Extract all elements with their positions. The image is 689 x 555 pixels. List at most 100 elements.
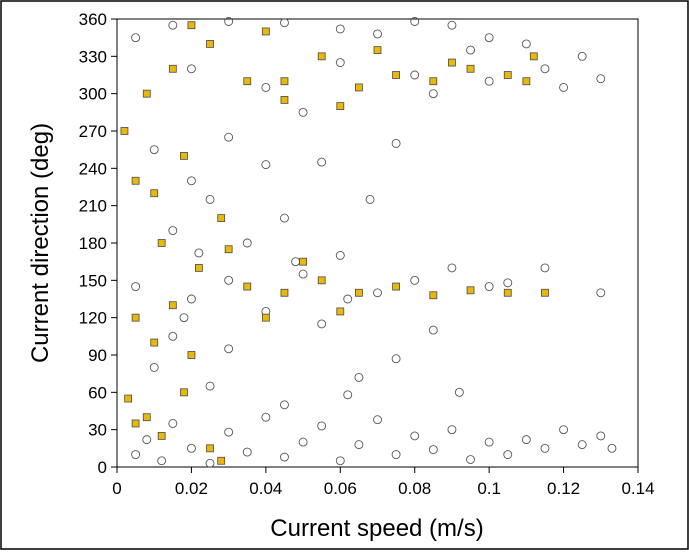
data-point-circle: [168, 226, 178, 236]
y-tick-label: 0: [98, 458, 107, 477]
data-point-circle: [280, 18, 289, 28]
data-point-circle: [335, 58, 345, 68]
data-point-circle: [540, 64, 550, 74]
y-tick-label: 270: [79, 122, 107, 141]
y-tick-label: 300: [79, 85, 107, 104]
data-point-circle: [354, 440, 364, 450]
data-point-circle: [168, 331, 178, 341]
data-point-circle: [447, 20, 457, 30]
data-point-circle: [391, 450, 401, 460]
data-point-circle: [280, 213, 289, 223]
data-point-circle: [298, 107, 308, 117]
data-point-circle: [428, 89, 438, 99]
data-point-circle: [168, 20, 178, 30]
data-point-square: [142, 89, 151, 98]
data-point-circle: [447, 263, 457, 273]
data-point-circle: [224, 344, 234, 354]
data-point-circle: [242, 238, 252, 248]
data-point-square: [131, 176, 140, 185]
data-point-circle: [205, 194, 215, 204]
y-tick-label: 330: [79, 47, 107, 66]
x-tick-label: 0.14: [621, 479, 654, 498]
y-axis: 0 30 60 90 120 150 180 210 240 270 300 330 360: [79, 10, 117, 477]
data-point-circle: [410, 275, 420, 285]
x-axis: 0 0.02 0.04 0.06 0.08 0.1 0.12 0.14: [112, 467, 655, 498]
data-point-circle: [131, 282, 141, 292]
data-point-circle: [149, 362, 159, 372]
data-point-square: [466, 286, 475, 295]
data-point-circle: [186, 443, 196, 453]
data-point-circle: [298, 437, 308, 447]
data-point-circle: [317, 421, 327, 431]
data-point-square: [354, 288, 363, 297]
data-point-circle: [242, 447, 252, 457]
data-point-circle: [596, 288, 606, 298]
data-point-square: [354, 83, 363, 92]
data-point-circle: [484, 437, 494, 447]
y-tick-label: 210: [79, 197, 107, 216]
data-point-circle: [261, 412, 271, 422]
data-point-circle: [131, 33, 141, 43]
x-axis-title: Current speed (m/s): [270, 515, 483, 542]
data-point-square: [187, 21, 196, 30]
data-point-square: [336, 307, 345, 316]
data-point-circle: [428, 325, 438, 335]
data-point-circle: [447, 425, 457, 435]
data-point-square: [150, 338, 159, 347]
data-point-square: [120, 127, 129, 135]
data-point-circle: [540, 263, 550, 273]
y-tick-label: 240: [79, 159, 107, 178]
data-point-circle: [179, 313, 189, 323]
data-point-circle: [343, 390, 353, 400]
data-point-square: [392, 282, 401, 291]
data-point-square: [194, 263, 203, 272]
data-point-square: [157, 431, 166, 440]
data-point-circle: [142, 435, 152, 445]
x-tick-label: 0: [112, 479, 121, 498]
data-point-square: [206, 444, 214, 453]
data-point-square: [206, 39, 214, 48]
data-point-circle: [280, 400, 289, 410]
data-point-circle: [224, 132, 234, 142]
data-point-circle: [577, 440, 587, 450]
data-point-square: [124, 394, 133, 403]
data-point-square: [187, 351, 196, 359]
x-tick-label: 0.08: [398, 479, 431, 498]
data-point-circle: [335, 250, 345, 260]
data-point-square: [317, 52, 326, 61]
data-point-square: [280, 77, 289, 86]
data-point-circle: [454, 387, 464, 397]
data-points: [120, 17, 617, 468]
y-axis-title: Current direction (deg): [27, 123, 54, 363]
data-point-circle: [391, 138, 401, 148]
y-tick-label: 150: [79, 271, 107, 290]
data-point-circle: [521, 435, 531, 445]
data-point-square: [503, 71, 512, 79]
data-point-circle: [466, 455, 475, 464]
x-tick-label: 0.02: [175, 479, 208, 498]
data-point-circle: [484, 76, 494, 86]
data-point-square: [168, 301, 177, 310]
data-point-circle: [280, 452, 289, 462]
data-point-circle: [261, 82, 271, 92]
data-point-circle: [317, 157, 327, 167]
data-point-circle: [186, 176, 196, 186]
data-point-square: [180, 151, 188, 160]
data-point-circle: [354, 372, 364, 382]
x-tick-label: 0.1: [477, 479, 501, 498]
data-point-circle: [484, 33, 494, 43]
data-point-circle: [186, 64, 196, 74]
data-point-circle: [157, 456, 167, 466]
data-point-square: [429, 291, 438, 300]
data-point-square: [142, 413, 151, 422]
data-point-circle: [298, 269, 308, 279]
data-point-square: [180, 388, 188, 397]
data-point-circle: [317, 319, 327, 329]
data-point-square: [529, 52, 538, 61]
data-point-square: [280, 288, 289, 297]
data-point-square: [541, 288, 549, 297]
data-point-circle: [373, 288, 382, 298]
data-point-square: [466, 64, 475, 73]
